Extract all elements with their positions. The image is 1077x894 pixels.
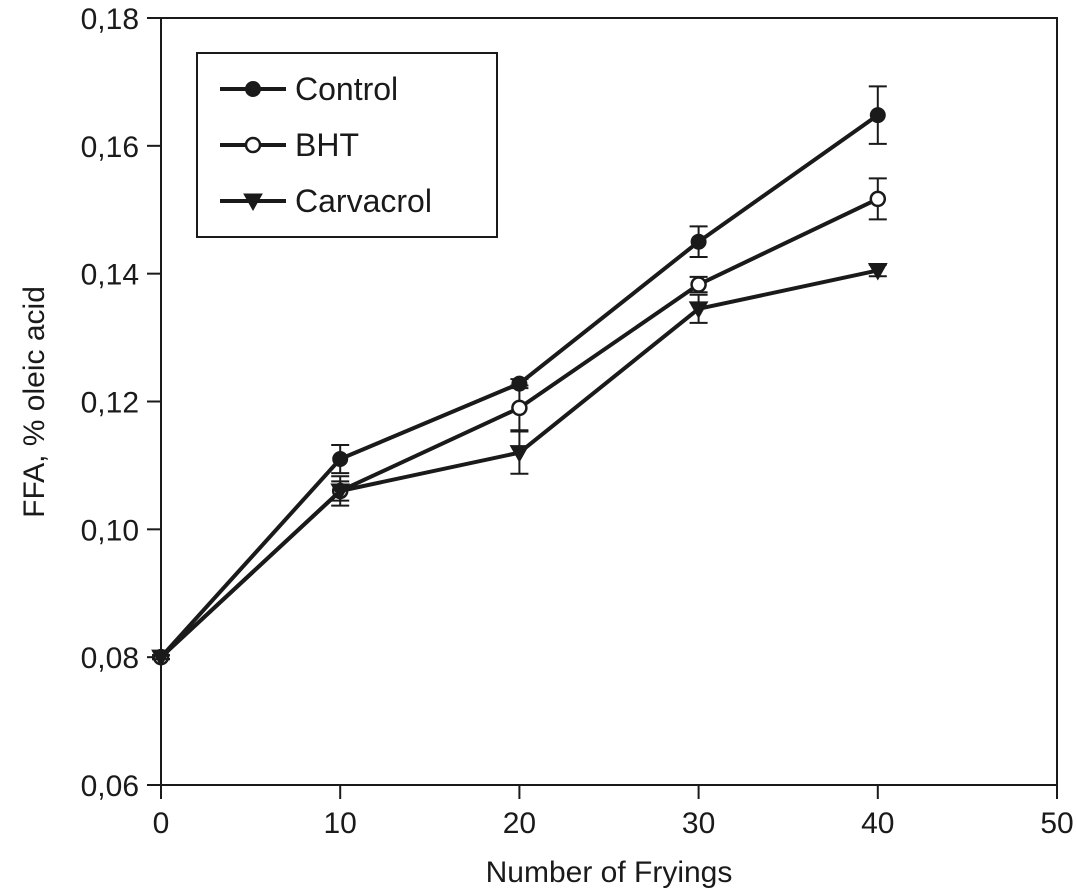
y-tick-label: 0,06 (81, 770, 139, 803)
x-tick-label: 30 (682, 807, 715, 840)
y-tick-label: 0,08 (81, 642, 139, 675)
series-layer (151, 85, 888, 668)
data-point (511, 399, 528, 417)
legend-marker (243, 193, 263, 212)
legend-item: Control (220, 71, 398, 107)
legend: Control BHT Carvacrol (196, 52, 498, 238)
x-tick-label: 50 (1040, 807, 1073, 840)
data-point (869, 190, 887, 208)
x-tick-label: 20 (503, 807, 536, 840)
legend-item: Carvacrol (220, 183, 432, 219)
data-point (688, 301, 709, 319)
y-tick-label: 0,12 (81, 387, 139, 420)
x-axis-title: Number of Fryings (486, 856, 733, 889)
y-tick-label: 0,18 (81, 3, 139, 36)
y-tick-label: 0,14 (81, 259, 139, 292)
data-point (332, 451, 349, 468)
data-point (869, 107, 886, 124)
series-carvacrol (151, 262, 888, 668)
data-point (151, 649, 171, 668)
x-tick-label: 40 (861, 807, 894, 840)
data-point (509, 445, 530, 463)
x-tick-label: 10 (324, 807, 357, 840)
legend-label: Carvacrol (295, 183, 432, 219)
y-axis-title: FFA, % oleic acid (18, 286, 51, 518)
legend-item: BHT (220, 127, 359, 163)
legend-marker (244, 136, 262, 154)
data-point (690, 233, 707, 250)
legend-label: Control (295, 71, 398, 107)
series-bht (152, 177, 887, 666)
y-tick-label: 0,16 (81, 131, 139, 164)
y-tick-label: 0,10 (81, 514, 139, 547)
data-point (330, 483, 351, 502)
legend-marker (245, 81, 261, 97)
data-point (867, 262, 888, 281)
y-axis: 0,06 0,08 0,10 0,12 0,14 0,16 0,18 (81, 3, 161, 803)
data-point (690, 276, 707, 293)
x-axis: 0 10 20 30 40 50 (153, 785, 1074, 840)
x-tick-label: 0 (153, 807, 170, 840)
legend-label: BHT (295, 127, 359, 163)
